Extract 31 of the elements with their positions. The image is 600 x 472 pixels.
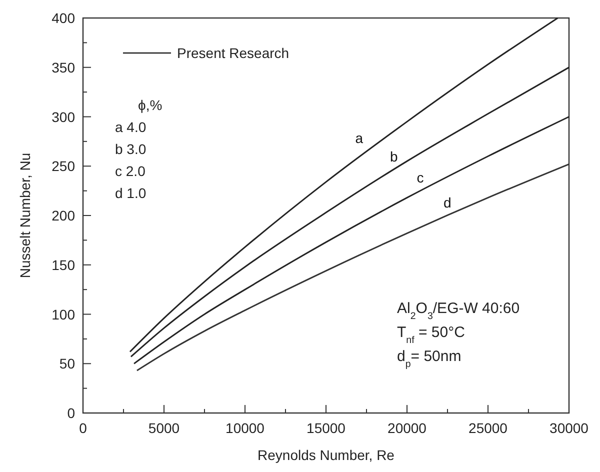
y-tick-label: 200 bbox=[52, 208, 76, 224]
x-tick-label: 5000 bbox=[148, 420, 180, 436]
annotation: T$_{nf}$ = 50°C bbox=[397, 324, 466, 346]
annotation: a 4.0 bbox=[115, 119, 146, 135]
legend-title: Present Research bbox=[177, 45, 290, 61]
y-tick-label: 0 bbox=[67, 405, 76, 421]
y-axis-title: Nusselt Number, Nu bbox=[17, 152, 33, 278]
x-tick-label: 0 bbox=[79, 420, 88, 436]
annotation: Al$_{2}$O$_{3}$/EG-W 40:60 bbox=[397, 300, 520, 322]
series-label: d bbox=[444, 194, 452, 210]
x-tick-label: 10000 bbox=[226, 420, 265, 436]
x-tick-label: 30000 bbox=[550, 420, 589, 436]
y-tick-label: 350 bbox=[52, 59, 76, 76]
y-tick-label: 50 bbox=[59, 356, 76, 372]
x-axis-title: Reynolds Number, Re bbox=[258, 447, 395, 463]
annotation: d$_{p}$= 50nm bbox=[397, 348, 462, 370]
annotation: c 2.0 bbox=[115, 163, 146, 179]
annotation: b 3.0 bbox=[115, 141, 146, 157]
annotation: d 1.0 bbox=[115, 185, 146, 201]
y-tick-label: 100 bbox=[52, 306, 76, 322]
series-label: c bbox=[416, 170, 424, 186]
y-tick-label: 250 bbox=[52, 158, 76, 174]
x-tick-label: 25000 bbox=[468, 420, 508, 436]
y-tick-label: 300 bbox=[52, 108, 76, 125]
y-tick-label: 400 bbox=[52, 10, 76, 26]
series-label: a bbox=[355, 130, 364, 146]
annotation: ϕ,% bbox=[138, 97, 162, 113]
series-label: b bbox=[390, 148, 398, 164]
x-tick-label: 15000 bbox=[306, 420, 346, 436]
x-tick-label: 20000 bbox=[388, 420, 427, 436]
y-tick-label: 150 bbox=[52, 256, 76, 273]
